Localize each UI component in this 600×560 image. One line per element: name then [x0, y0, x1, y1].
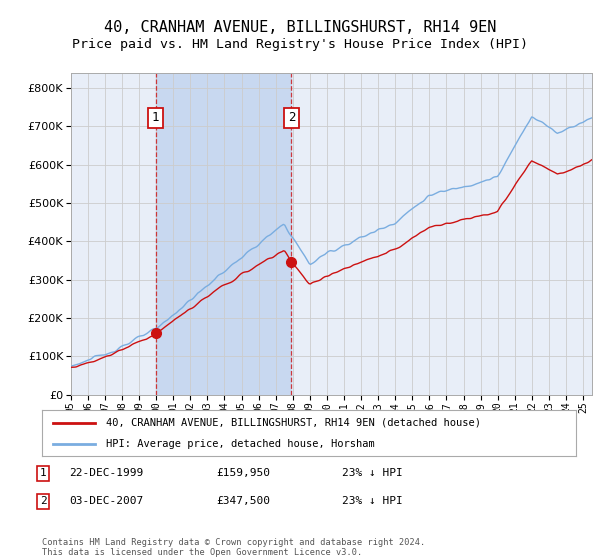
Text: Price paid vs. HM Land Registry's House Price Index (HPI): Price paid vs. HM Land Registry's House … [72, 38, 528, 50]
Text: £159,950: £159,950 [216, 468, 270, 478]
Text: 40, CRANHAM AVENUE, BILLINGSHURST, RH14 9EN (detached house): 40, CRANHAM AVENUE, BILLINGSHURST, RH14 … [106, 418, 481, 428]
Text: 1: 1 [40, 468, 47, 478]
Text: 23% ↓ HPI: 23% ↓ HPI [342, 468, 403, 478]
Text: 03-DEC-2007: 03-DEC-2007 [69, 496, 143, 506]
Text: £347,500: £347,500 [216, 496, 270, 506]
Text: 2: 2 [40, 496, 47, 506]
Text: 23% ↓ HPI: 23% ↓ HPI [342, 496, 403, 506]
Text: 2: 2 [287, 111, 295, 124]
Text: 22-DEC-1999: 22-DEC-1999 [69, 468, 143, 478]
Text: 40, CRANHAM AVENUE, BILLINGSHURST, RH14 9EN: 40, CRANHAM AVENUE, BILLINGSHURST, RH14 … [104, 20, 496, 35]
Bar [155, 73, 292, 395]
Text: 1: 1 [152, 111, 160, 124]
Text: Contains HM Land Registry data © Crown copyright and database right 2024.
This d: Contains HM Land Registry data © Crown c… [42, 538, 425, 557]
Text: HPI: Average price, detached house, Horsham: HPI: Average price, detached house, Hors… [106, 439, 375, 449]
